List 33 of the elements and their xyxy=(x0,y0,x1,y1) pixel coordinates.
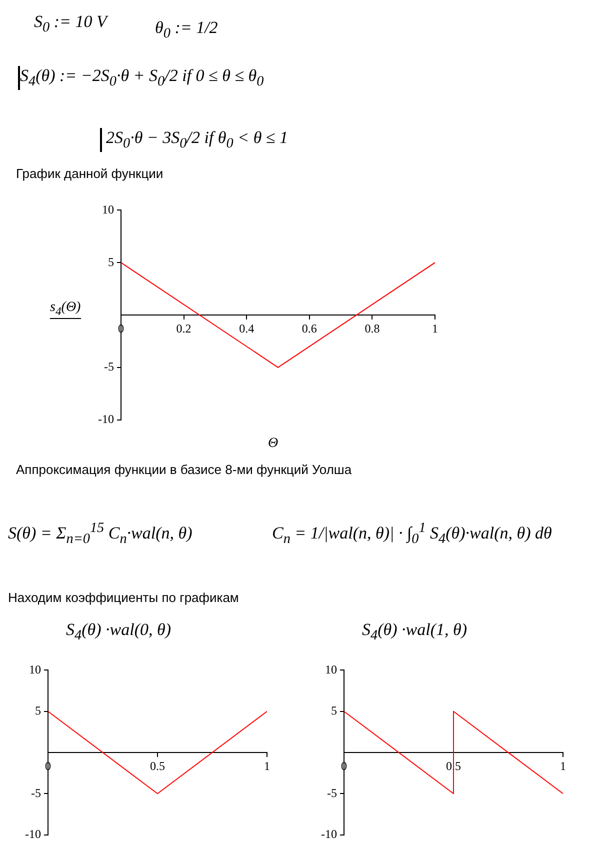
x-tick-label: 0.4 xyxy=(239,321,254,336)
chart-title: S$_{4}$(θ) ·wal(1, θ) xyxy=(362,620,467,644)
y-tick-label: -5 xyxy=(326,786,337,800)
text: S(θ) = Σ$_{n=0}$$^{15}$ C$_{n}$·wal(n, θ) xyxy=(8,520,192,548)
y-tick-label: 5 xyxy=(108,254,114,269)
y-tick-label: -10 xyxy=(320,826,337,841)
x-tick-label: 0.2 xyxy=(176,321,192,336)
y-tick-label: -5 xyxy=(104,360,114,374)
y-tick-label: 10 xyxy=(28,662,41,676)
text: 2S$_{0}$·θ − 3S$_{0}$/2 if θ$_{0}$ < θ ≤ 1 xyxy=(100,128,288,152)
chart-title: S$_{4}$(θ) ·wal(0, θ) xyxy=(66,620,171,644)
text: S$_{0}$ := 10 V xyxy=(34,12,107,36)
x-tick-label: 1 xyxy=(432,321,438,336)
text: Находим коэффициенты по графикам xyxy=(8,590,239,605)
text: θ$_{0}$ := 1/2 xyxy=(155,18,218,42)
x-tick-label: 0.8 xyxy=(364,321,380,336)
x-tick-label: 1 xyxy=(560,758,566,773)
y-axis-title: s$_{4}$(Θ) xyxy=(50,300,81,319)
y-tick-label: 5 xyxy=(330,704,337,718)
x-axis-title: Θ xyxy=(268,436,278,452)
x-tick-label: 0.5 xyxy=(150,758,165,773)
x-tick-label: 0.6 xyxy=(302,321,317,336)
text: S$_{4}$(θ) := −2S$_{0}$·θ + S$_{0}$/2 if 0 ≤ θ ≤ θ$_{0}$ xyxy=(18,66,264,90)
x-tick-label: 1 xyxy=(264,758,270,773)
y-tick-label: 10 xyxy=(324,662,337,676)
text: C$_{n}$ = 1/|wal(n, θ)| · ∫$_{0}$$^{1}$ S$_{4}$(θ)·wal(n, θ) dθ xyxy=(272,520,552,548)
y-tick-label: -10 xyxy=(24,826,41,841)
y-tick-label: -10 xyxy=(98,412,114,426)
y-tick-label: 10 xyxy=(102,202,114,216)
y-tick-label: 5 xyxy=(34,704,41,718)
chart-title: График данной функции xyxy=(16,166,164,181)
text: Аппроксимация функции в базисе 8-ми функций Уолша xyxy=(16,462,352,477)
y-tick-label: -5 xyxy=(30,786,41,800)
